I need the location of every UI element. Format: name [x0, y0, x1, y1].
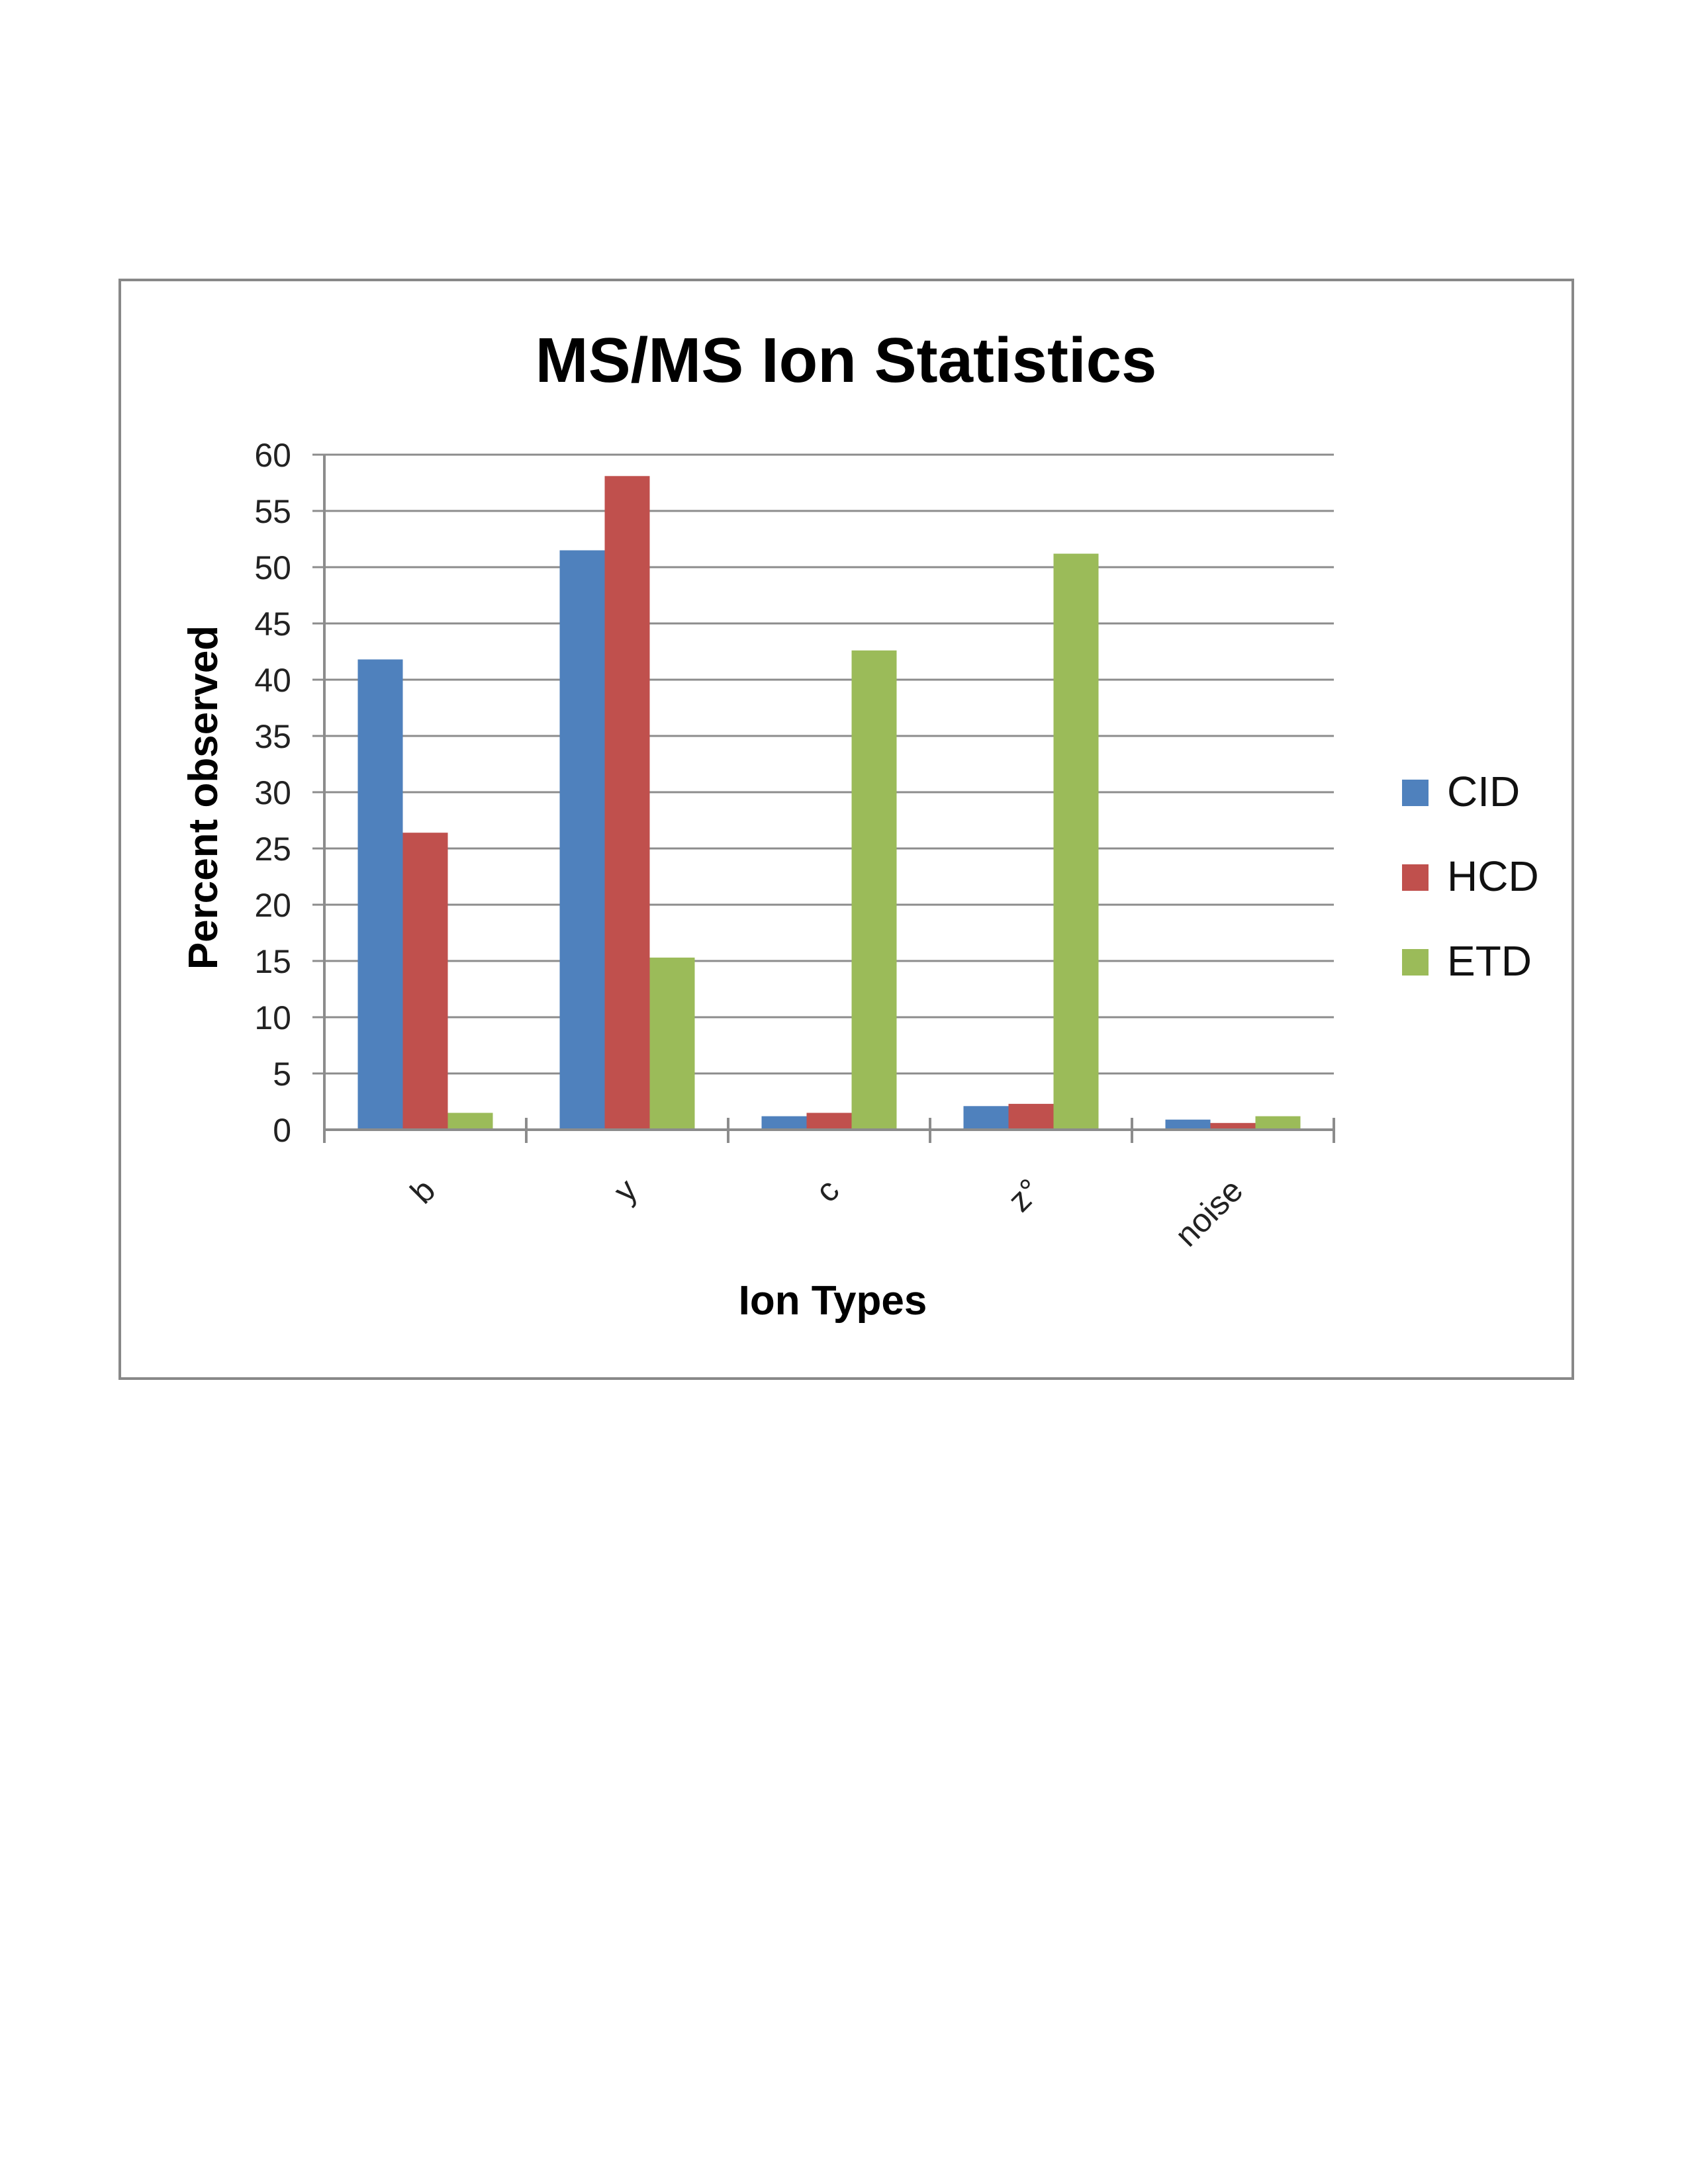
- chart-title: MS/MS Ion Statistics: [536, 325, 1157, 396]
- bar-etd-4: [1255, 1116, 1301, 1130]
- legend-label-etd: ETD: [1447, 937, 1532, 985]
- legend-label-hcd: HCD: [1447, 852, 1539, 900]
- chart-frame: [118, 279, 1574, 1380]
- bar-etd-0: [447, 1113, 493, 1130]
- bar-etd-2: [851, 650, 897, 1130]
- bar-hcd-0: [402, 833, 448, 1130]
- legend-swatch-etd: [1402, 949, 1429, 976]
- bar-hcd-2: [806, 1113, 852, 1130]
- y-tick-label: 20: [254, 887, 291, 924]
- y-tick-label: 0: [273, 1112, 291, 1149]
- y-tick-label: 25: [254, 831, 291, 868]
- y-tick-label: 15: [254, 943, 291, 980]
- y-tick-label: 45: [254, 606, 291, 643]
- bar-hcd-1: [604, 476, 650, 1130]
- legend-swatch-cid: [1402, 780, 1429, 806]
- y-tick-labels: 0 5 10 15 20 25 30 35 40 45 50 55 60: [254, 437, 291, 1149]
- y-tick-label: 5: [273, 1056, 291, 1093]
- legend-swatch-hcd: [1402, 864, 1429, 891]
- bar-hcd-3: [1008, 1103, 1054, 1130]
- y-tick-label: 40: [254, 662, 291, 699]
- bar-cid-2: [761, 1116, 807, 1130]
- bar-hcd-4: [1210, 1122, 1256, 1130]
- y-tick-label: 35: [254, 718, 291, 755]
- y-tick-label: 55: [254, 493, 291, 530]
- y-tick-label: 10: [254, 999, 291, 1036]
- bar-etd-3: [1053, 553, 1099, 1130]
- legend-label-cid: CID: [1447, 768, 1520, 815]
- bar-cid-4: [1165, 1119, 1211, 1130]
- y-tick-label: 50: [254, 549, 291, 586]
- legend: CID HCD ETD: [1402, 768, 1539, 985]
- bar-cid-0: [357, 659, 403, 1130]
- axes: [312, 453, 1335, 1143]
- y-tick-label: 60: [254, 437, 291, 474]
- bar-etd-1: [649, 957, 695, 1130]
- bar-cid-3: [963, 1106, 1009, 1130]
- bars: [357, 476, 1301, 1130]
- y-tick-label: 30: [254, 774, 291, 811]
- y-axis-title: Percent observed: [181, 625, 226, 970]
- x-axis-title: Ion Types: [739, 1278, 927, 1324]
- gridlines: [312, 453, 1334, 1075]
- bar-cid-1: [559, 550, 605, 1130]
